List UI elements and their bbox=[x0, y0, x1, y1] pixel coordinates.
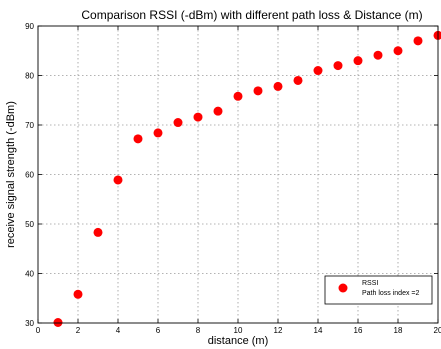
y-tick-label: 70 bbox=[25, 121, 34, 130]
y-tick-label: 60 bbox=[25, 171, 34, 180]
data-point bbox=[273, 81, 283, 91]
data-point bbox=[173, 118, 183, 128]
x-tick-label: 2 bbox=[76, 326, 81, 335]
data-point bbox=[193, 112, 203, 122]
chart-title: Comparison RSSI (-dBm) with different pa… bbox=[81, 8, 422, 22]
data-point bbox=[433, 30, 441, 40]
x-tick-label: 6 bbox=[156, 326, 161, 335]
data-point bbox=[413, 36, 423, 46]
data-point bbox=[373, 50, 383, 60]
y-tick-label: 80 bbox=[25, 72, 34, 81]
x-tick-label: 12 bbox=[274, 326, 283, 335]
x-tick-label: 20 bbox=[434, 326, 441, 335]
x-tick-label: 0 bbox=[36, 326, 41, 335]
x-tick-label: 16 bbox=[354, 326, 363, 335]
legend: RSSI Path loss index =2 bbox=[324, 275, 433, 305]
data-point bbox=[353, 56, 363, 66]
data-point bbox=[393, 46, 403, 56]
data-point bbox=[333, 61, 343, 71]
legend-marker bbox=[338, 283, 348, 293]
x-tick-label: 10 bbox=[234, 326, 243, 335]
data-point bbox=[93, 227, 103, 237]
y-tick-label: 30 bbox=[25, 319, 34, 328]
data-point bbox=[53, 318, 63, 328]
data-point bbox=[253, 86, 263, 96]
data-point bbox=[153, 128, 163, 138]
x-tick-label: 14 bbox=[314, 326, 323, 335]
plot-frame bbox=[37, 25, 439, 324]
grid-lines bbox=[38, 26, 438, 323]
x-tick-label: 8 bbox=[196, 326, 201, 335]
x-axis-label: distance (m) bbox=[208, 335, 269, 347]
data-point bbox=[113, 175, 123, 185]
legend-series-subtitle: Path loss index =2 bbox=[362, 290, 420, 297]
legend-series-name: RSSI bbox=[362, 280, 378, 287]
data-point bbox=[73, 289, 83, 299]
data-point bbox=[293, 75, 303, 85]
data-point bbox=[313, 66, 323, 76]
y-tick-label: 90 bbox=[25, 22, 34, 31]
data-point bbox=[213, 106, 223, 116]
y-axis-label: receive signal strength (-dBm) bbox=[5, 101, 17, 248]
x-tick-label: 18 bbox=[394, 326, 403, 335]
x-tick-label: 4 bbox=[116, 326, 121, 335]
data-point bbox=[233, 91, 243, 101]
y-tick-label: 40 bbox=[25, 270, 34, 279]
data-point bbox=[133, 134, 143, 144]
data-points bbox=[53, 30, 441, 328]
y-tick-label: 50 bbox=[25, 220, 34, 229]
